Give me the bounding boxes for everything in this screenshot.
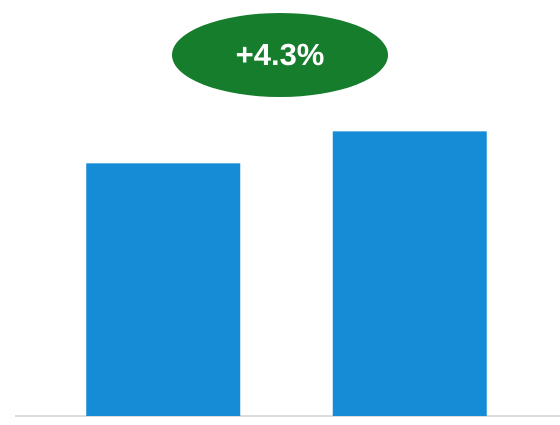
bar	[86, 163, 241, 416]
bar	[332, 131, 487, 416]
annotation-badge	[172, 13, 388, 97]
annotation: +4.3%	[236, 37, 325, 72]
